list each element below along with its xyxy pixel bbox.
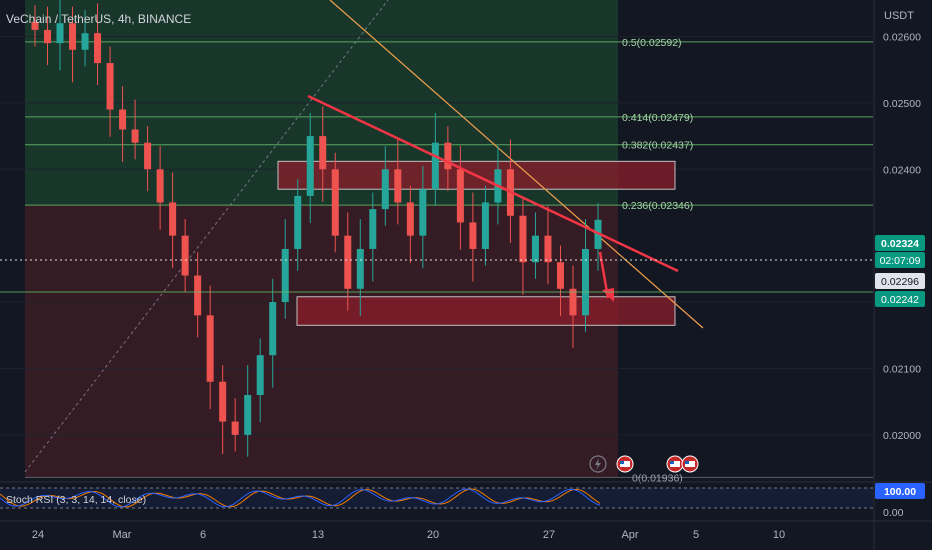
fib-label: 0.5(0.02592) [622,37,682,49]
candle-body [81,33,89,50]
stoch-tick-label: 0.00 [883,507,904,519]
price-tick-label: 0.02600 [883,32,921,44]
candle-body [231,421,239,435]
candle-body [406,202,414,236]
candle-body [244,395,252,435]
candle-body [456,169,464,223]
lightning-circle [589,455,607,473]
price-label-text: 0.02242 [881,294,919,306]
candle-body [181,235,189,276]
flag-stripe [685,461,695,467]
time-tick-label: 6 [200,529,206,541]
zone-support [296,296,676,326]
candle-body [169,202,177,236]
fib-label: 0.414(0.02479) [622,112,693,124]
flag-canton [685,461,689,464]
candle-body [294,195,302,249]
candle-body [31,21,39,30]
candle-body [94,33,102,64]
candle-body [281,248,289,303]
candle-body [544,235,552,263]
fib-lower-area [25,205,618,478]
candle-body [144,142,152,170]
candle-body [131,129,139,143]
us-flag-icon [681,455,699,473]
time-tick-label: Mar [113,529,132,541]
candle-body [69,23,77,50]
candle-body [469,222,477,249]
candle-body [194,275,202,316]
candle-body [331,169,339,236]
price-label-text: 0.02324 [881,238,919,250]
candle-body [481,202,489,249]
price-tick-label: 0.02500 [883,98,921,110]
currency-label: USDT [884,10,914,22]
candle-body [106,63,114,110]
symbol-title[interactable]: VeChain / TetherUS, 4h, BINANCE [6,12,192,26]
time-tick-label: 24 [32,529,44,541]
candle-body [269,302,277,356]
candle-body [56,23,64,44]
stoch-band [0,488,873,508]
stoch-value-text: 100.00 [884,486,916,498]
flag-canton [620,461,624,464]
candle-body [319,136,327,170]
price-label-box [875,273,925,289]
candle-body [394,169,402,203]
flag-canton [670,461,674,464]
price-label-text: 0.02296 [881,276,919,288]
candles [31,0,602,457]
candle-body [219,381,227,422]
candle-body [256,355,264,396]
lightning-icon [589,455,607,473]
price-label-text: 02:07:09 [880,255,921,267]
us-flag-icon [616,455,634,473]
us-flag-icon [666,455,684,473]
candle-body [581,248,589,316]
price-label-box [875,235,925,251]
candle-body [344,235,352,289]
candle-body [44,29,52,44]
price-label-box [875,291,925,307]
time-tick-label: 20 [427,529,439,541]
time-tick-label: 5 [693,529,699,541]
trendline-red [307,94,679,273]
candle-body [356,248,364,289]
candle-body [119,109,127,130]
candle-body [519,215,527,263]
candle-body [431,142,439,190]
time-tick-label: 27 [543,529,555,541]
candle-body [381,169,389,210]
price-tick-label: 0.02100 [883,363,921,375]
price-tick-label: 0.02000 [883,430,921,442]
fib-label: 0(0.01936) [632,472,683,484]
fib-label: 0.236(0.02346) [622,200,693,212]
candle-body [306,136,314,196]
candle-body [369,209,377,249]
candle-body [531,235,539,263]
time-tick-label: 10 [773,529,785,541]
trendline-orange [329,0,704,329]
candle-body [556,262,564,289]
flag-stripe [620,461,630,467]
candle-body [444,142,452,170]
stoch-title: Stoch RSI (3, 3, 14, 14, close) [6,494,146,506]
fib-label: 0.382(0.02437) [622,140,693,152]
lightning-bolt [595,458,601,470]
stoch-value-box [875,483,925,499]
candle-body [206,315,214,382]
price-label-box [875,252,925,268]
price-tick-label: 0.02400 [883,164,921,176]
candle-body [419,189,427,236]
candle-body [569,288,577,316]
candle-body [156,169,164,203]
time-tick-label: Apr [621,529,638,541]
flag-stripe [670,461,680,467]
time-tick-label: 13 [312,529,324,541]
stoch-k-line [0,488,601,508]
